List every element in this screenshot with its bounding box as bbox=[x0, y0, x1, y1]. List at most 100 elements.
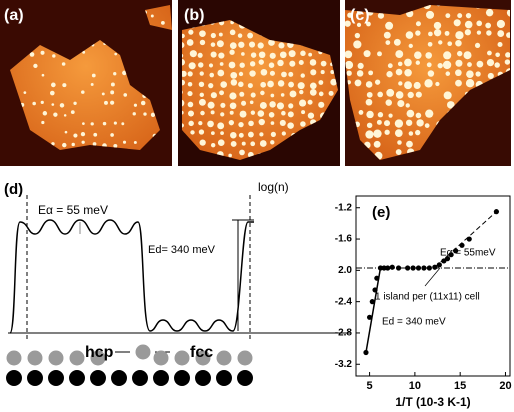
cluster bbox=[161, 20, 165, 25]
cluster bbox=[110, 133, 114, 137]
cluster bbox=[485, 8, 494, 17]
cluster bbox=[217, 122, 225, 130]
cluster bbox=[406, 109, 415, 118]
point bbox=[415, 265, 422, 271]
cluster bbox=[249, 70, 256, 77]
leader bbox=[424, 267, 441, 287]
fit-line bbox=[365, 267, 382, 353]
cluster bbox=[395, 68, 403, 76]
cluster bbox=[377, 51, 382, 57]
energy-diagram bbox=[8, 195, 350, 353]
cluster bbox=[398, 81, 403, 86]
cluster bbox=[182, 53, 184, 58]
cluster bbox=[287, 122, 294, 129]
atom bbox=[135, 344, 151, 360]
atom bbox=[153, 370, 169, 386]
cluster bbox=[356, 22, 362, 27]
cluster bbox=[465, 78, 475, 88]
cluster bbox=[425, 52, 433, 59]
cluster bbox=[413, 81, 421, 90]
cluster bbox=[455, 59, 463, 67]
cluster bbox=[415, 129, 421, 136]
cluster bbox=[216, 40, 224, 48]
energy-curve bbox=[9, 219, 254, 334]
atom bbox=[69, 370, 85, 386]
cluster bbox=[476, 30, 482, 35]
cluster bbox=[495, 52, 500, 58]
cluster bbox=[497, 41, 503, 48]
cluster bbox=[133, 140, 137, 144]
cluster bbox=[383, 31, 391, 39]
cluster bbox=[497, 30, 505, 37]
cluster bbox=[300, 50, 306, 57]
cluster bbox=[353, 40, 362, 49]
cluster bbox=[346, 70, 352, 76]
cluster bbox=[385, 40, 391, 45]
cluster bbox=[198, 81, 205, 88]
cluster bbox=[453, 19, 461, 27]
cluster bbox=[113, 121, 117, 125]
annotation: Eα = 55 meV bbox=[38, 203, 108, 217]
cluster bbox=[415, 21, 421, 27]
cluster bbox=[373, 140, 381, 148]
cluster bbox=[366, 110, 374, 119]
cluster bbox=[487, 72, 494, 79]
cluster bbox=[210, 110, 215, 115]
cluster bbox=[356, 70, 364, 77]
atom bbox=[90, 370, 106, 386]
cluster bbox=[23, 91, 27, 94]
cluster bbox=[182, 42, 185, 49]
cluster bbox=[230, 71, 238, 79]
cluster bbox=[228, 61, 236, 69]
cluster bbox=[229, 29, 236, 36]
cluster bbox=[318, 101, 325, 108]
cluster bbox=[397, 140, 402, 145]
cluster bbox=[408, 131, 414, 136]
y-tick-label: 2.0 bbox=[338, 265, 352, 276]
cluster bbox=[187, 91, 193, 97]
annotation: 1 island per (11x11) cell bbox=[375, 292, 480, 303]
cluster bbox=[427, 41, 433, 47]
cluster bbox=[33, 63, 38, 69]
stm-panels: (a) (b) (c) bbox=[0, 0, 511, 166]
cluster bbox=[358, 110, 364, 115]
point bbox=[432, 264, 438, 270]
cluster bbox=[308, 52, 313, 57]
cluster bbox=[383, 120, 391, 127]
cluster bbox=[228, 153, 232, 158]
cluster bbox=[62, 83, 67, 88]
cluster bbox=[476, 60, 484, 68]
point bbox=[372, 287, 378, 293]
cluster bbox=[297, 82, 305, 90]
cluster bbox=[328, 90, 334, 96]
cluster bbox=[318, 80, 324, 85]
cluster bbox=[110, 82, 115, 87]
cluster bbox=[241, 52, 245, 56]
cluster bbox=[228, 119, 235, 126]
point bbox=[421, 265, 427, 271]
cluster bbox=[445, 13, 451, 19]
cluster bbox=[250, 92, 256, 98]
point bbox=[369, 299, 375, 305]
atom bbox=[69, 350, 85, 366]
cluster bbox=[365, 98, 373, 106]
cluster bbox=[122, 70, 127, 76]
cluster bbox=[230, 141, 237, 147]
cluster bbox=[464, 29, 471, 36]
cluster bbox=[427, 70, 435, 77]
cluster bbox=[407, 91, 414, 99]
cluster bbox=[309, 82, 317, 90]
plot-frame bbox=[355, 195, 511, 377]
cluster bbox=[182, 33, 185, 39]
point bbox=[448, 252, 454, 258]
cluster bbox=[29, 52, 35, 57]
cluster bbox=[309, 88, 317, 96]
cluster bbox=[218, 32, 223, 37]
atom bbox=[132, 370, 148, 386]
cluster bbox=[269, 70, 275, 76]
cluster bbox=[457, 13, 463, 19]
cluster bbox=[268, 39, 275, 46]
cluster bbox=[113, 143, 118, 148]
cluster bbox=[387, 63, 393, 69]
